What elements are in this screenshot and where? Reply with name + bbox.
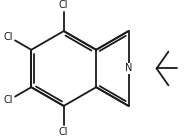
Text: Cl: Cl xyxy=(4,32,13,42)
Text: Cl: Cl xyxy=(59,0,68,10)
Text: N: N xyxy=(125,64,132,73)
Text: Cl: Cl xyxy=(4,95,13,105)
Text: Cl: Cl xyxy=(59,127,68,137)
